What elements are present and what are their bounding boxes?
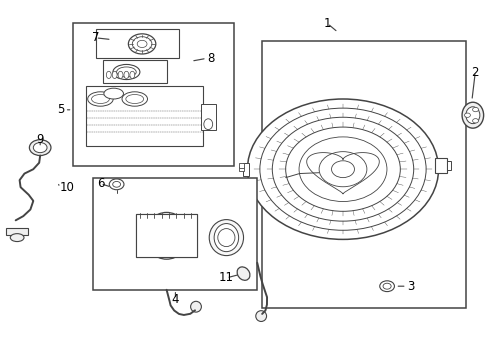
- Ellipse shape: [214, 224, 239, 252]
- Text: 3: 3: [407, 280, 414, 293]
- Ellipse shape: [106, 71, 111, 78]
- Ellipse shape: [204, 119, 213, 130]
- Circle shape: [132, 37, 152, 51]
- Circle shape: [332, 161, 354, 177]
- Text: 9: 9: [36, 133, 44, 146]
- Text: 1: 1: [323, 17, 331, 30]
- Ellipse shape: [92, 95, 109, 104]
- Ellipse shape: [10, 234, 24, 242]
- Ellipse shape: [150, 218, 183, 254]
- Ellipse shape: [466, 107, 480, 123]
- Text: 6: 6: [97, 177, 104, 190]
- Text: 11: 11: [219, 271, 234, 284]
- Circle shape: [383, 283, 391, 289]
- Text: 5: 5: [57, 103, 65, 116]
- Circle shape: [286, 127, 400, 211]
- Circle shape: [260, 108, 426, 230]
- Circle shape: [128, 34, 156, 54]
- Circle shape: [137, 40, 147, 48]
- Ellipse shape: [104, 88, 123, 99]
- Bar: [6, 228, 28, 235]
- Circle shape: [472, 107, 478, 112]
- Ellipse shape: [88, 92, 113, 106]
- Bar: [244, 163, 249, 176]
- Circle shape: [472, 119, 478, 123]
- Bar: [136, 214, 197, 257]
- Ellipse shape: [118, 71, 123, 78]
- Bar: [239, 167, 245, 171]
- Ellipse shape: [117, 67, 136, 77]
- Circle shape: [299, 137, 387, 202]
- Circle shape: [465, 113, 470, 117]
- Ellipse shape: [124, 71, 129, 78]
- Bar: [435, 158, 447, 173]
- Circle shape: [33, 143, 47, 153]
- Ellipse shape: [130, 71, 135, 78]
- Ellipse shape: [237, 267, 250, 280]
- Circle shape: [319, 152, 367, 187]
- Ellipse shape: [145, 212, 189, 259]
- Text: 2: 2: [471, 66, 479, 78]
- Bar: [96, 29, 179, 58]
- Circle shape: [113, 181, 121, 187]
- Circle shape: [272, 117, 414, 221]
- Ellipse shape: [218, 229, 235, 247]
- Ellipse shape: [462, 102, 484, 128]
- Ellipse shape: [122, 92, 147, 106]
- Circle shape: [380, 281, 394, 292]
- Bar: [447, 161, 451, 170]
- Circle shape: [247, 99, 439, 239]
- Ellipse shape: [126, 95, 144, 104]
- Bar: [136, 214, 197, 257]
- Ellipse shape: [256, 311, 267, 321]
- Bar: [73, 23, 234, 166]
- Bar: [103, 60, 167, 83]
- Circle shape: [109, 179, 124, 190]
- Ellipse shape: [113, 64, 140, 80]
- Ellipse shape: [209, 220, 244, 256]
- Ellipse shape: [191, 301, 201, 312]
- Bar: [201, 104, 216, 130]
- Text: 10: 10: [60, 181, 74, 194]
- Circle shape: [29, 140, 51, 156]
- Text: 8: 8: [207, 52, 214, 65]
- Bar: [93, 178, 257, 290]
- Bar: [262, 41, 466, 308]
- Bar: [86, 86, 203, 146]
- Text: 4: 4: [172, 293, 179, 306]
- Bar: [86, 86, 203, 146]
- Text: 7: 7: [92, 31, 99, 44]
- Ellipse shape: [112, 71, 117, 78]
- Bar: [239, 163, 245, 168]
